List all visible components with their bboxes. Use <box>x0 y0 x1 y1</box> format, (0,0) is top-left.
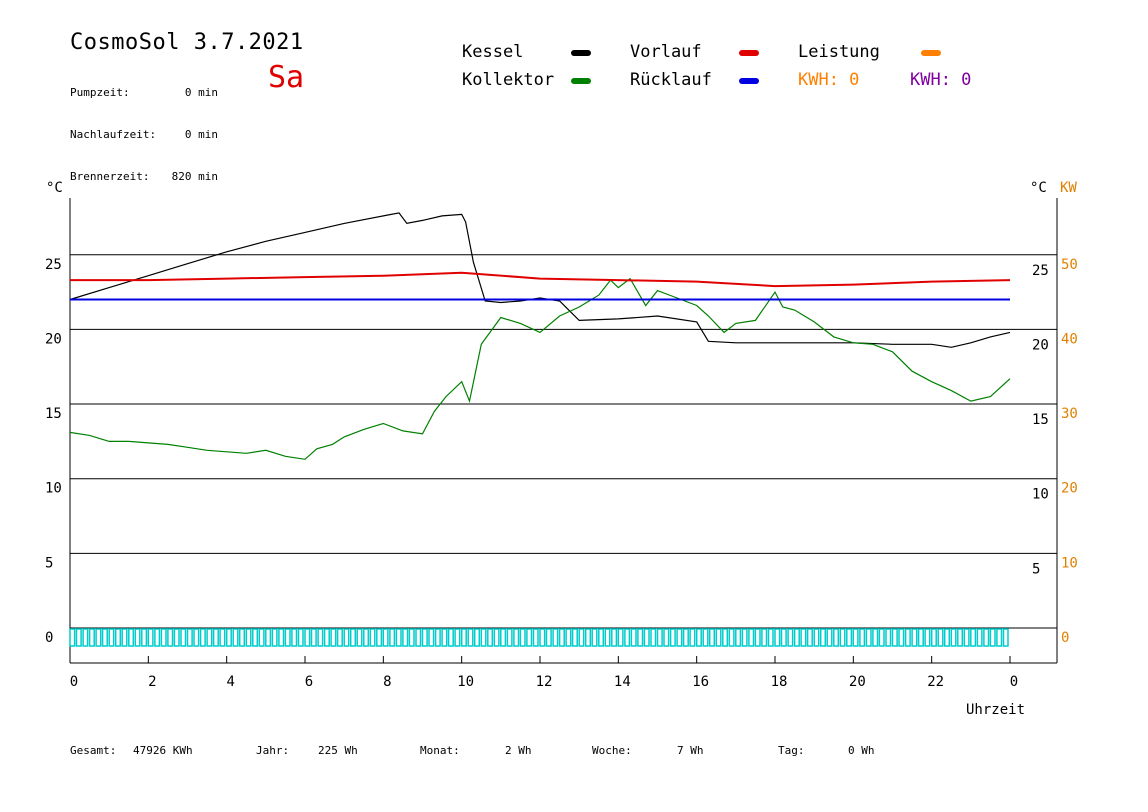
left-axis-unit: °C <box>46 180 63 196</box>
y-left-tick-0: 0 <box>45 630 53 646</box>
x-tick-label-6: 12 <box>536 674 553 690</box>
y-left-tick-15: 15 <box>45 406 62 422</box>
y-left-tick-10: 10 <box>45 481 62 497</box>
weekday-label: Sa <box>268 60 305 95</box>
footer-tag-label: Tag: <box>778 744 805 757</box>
series-line-kessel <box>69 212 1011 348</box>
stat-value-nachlaufzeit: 0 min <box>184 128 218 141</box>
stat-label-brennerzeit: Brennerzeit: <box>70 170 150 183</box>
footer-tag-value: 0 Wh <box>848 744 875 757</box>
footer-gesamt-label: Gesamt: <box>70 744 117 757</box>
y-right-kw-tick-10: 10 <box>1061 555 1078 571</box>
footer-woche-label: Woche: <box>592 744 632 757</box>
legend-kessel-label: Kessel <box>462 42 524 62</box>
stat-value-brennerzeit: 820 min <box>171 170 218 183</box>
footer-jahr-value: 225 Wh <box>318 744 358 757</box>
x-tick-label-9: 18 <box>771 674 788 690</box>
y-left-tick-5: 5 <box>45 555 53 571</box>
y-right-c-tick-25: 25 <box>1032 263 1049 279</box>
stat-label-nachlaufzeit: Nachlaufzeit: <box>70 128 157 141</box>
x-tick-label-8: 16 <box>692 674 709 690</box>
legend-kwh-orange: KWH: 0 <box>798 70 860 90</box>
footer-jahr-label: Jahr: <box>256 744 290 757</box>
legend-vorlauf-swatch <box>739 50 759 56</box>
x-tick-label-4: 8 <box>383 674 391 690</box>
stat-label-pumpzeit: Pumpzeit: <box>70 86 130 99</box>
x-tick-label-1: 2 <box>148 674 156 690</box>
footer-monat-label: Monat: <box>420 744 460 757</box>
y-right-kw-tick-30: 30 <box>1061 406 1078 422</box>
footer-woche-value: 7 Wh <box>677 744 704 757</box>
status-pulse-strip <box>69 628 1009 647</box>
legend-leistung-swatch <box>921 50 941 56</box>
y-left-tick-20: 20 <box>45 331 62 347</box>
legend-kollektor-swatch <box>571 78 591 84</box>
legend-kessel-swatch <box>571 50 591 56</box>
x-tick-label-0: 0 <box>70 674 78 690</box>
right-axis-unit-kw: KW <box>1060 180 1077 196</box>
x-tick-label-2: 4 <box>226 674 234 690</box>
x-axis-label: Uhrzeit <box>966 702 1026 718</box>
legend-kwh-purple: KWH: 0 <box>910 70 972 90</box>
x-tick-label-3: 6 <box>305 674 313 690</box>
right-axis-unit-c: °C <box>1030 180 1047 196</box>
series-line-kollektor <box>69 277 1011 460</box>
legend-ruecklauf-swatch <box>739 78 759 84</box>
y-right-kw-tick-20: 20 <box>1061 481 1078 497</box>
y-right-c-tick-15: 15 <box>1032 412 1049 428</box>
y-right-c-tick-20: 20 <box>1032 337 1049 353</box>
x-tick-label-10: 20 <box>849 674 866 690</box>
x-tick-label-12: 0 <box>1010 674 1018 690</box>
chart-title: CosmoSol 3.7.2021 <box>70 30 304 55</box>
y-right-c-tick-5: 5 <box>1032 561 1040 577</box>
legend-kollektor-label: Kollektor <box>462 70 555 90</box>
y-right-c-tick-10: 10 <box>1032 487 1049 503</box>
stats-labels: Pumpzeit: Nachlaufzeit: Brennerzeit: <box>70 58 156 198</box>
footer-monat-value: 2 Wh <box>505 744 532 757</box>
series-line-vorlauf <box>70 271 1011 288</box>
y-left-tick-25: 25 <box>45 257 62 273</box>
legend-leistung-label: Leistung <box>798 42 880 62</box>
y-right-kw-tick-0: 0 <box>1061 630 1069 646</box>
stat-value-pumpzeit: 0 min <box>184 86 218 99</box>
x-tick-label-5: 10 <box>457 674 474 690</box>
legend-ruecklauf-label: Rücklauf <box>630 70 712 90</box>
stats-values: 0 min 0 min 820 min <box>168 58 218 198</box>
x-tick-label-7: 14 <box>614 674 631 690</box>
x-tick-label-11: 22 <box>927 674 944 690</box>
y-right-kw-tick-40: 40 <box>1061 331 1078 347</box>
legend-vorlauf-label: Vorlauf <box>630 42 702 62</box>
y-right-kw-tick-50: 50 <box>1061 257 1078 273</box>
footer-gesamt-value: 47926 KWh <box>133 744 193 757</box>
